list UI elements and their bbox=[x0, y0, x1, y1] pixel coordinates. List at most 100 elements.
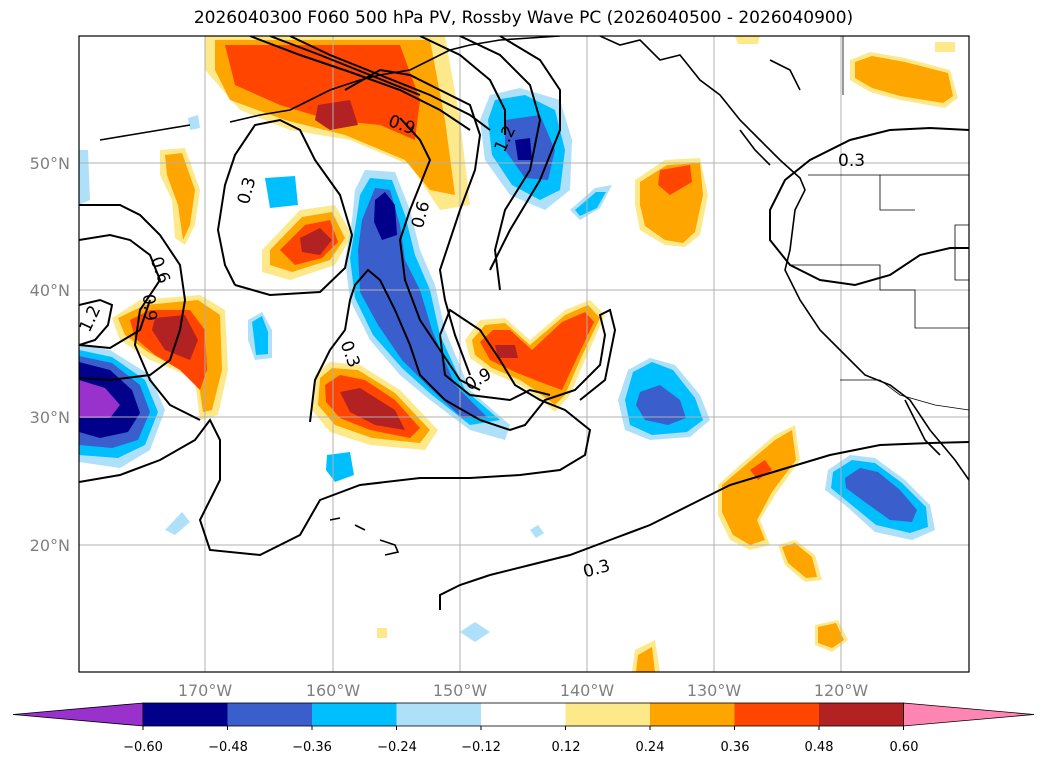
pv-contour-line bbox=[79, 204, 187, 382]
coastline bbox=[329, 517, 341, 521]
colorbar-segment bbox=[396, 703, 482, 726]
pv-negative-region bbox=[252, 316, 268, 355]
pv-positive-region bbox=[152, 315, 198, 360]
pv-positive-region bbox=[735, 36, 760, 44]
pv-contour-line bbox=[489, 36, 561, 271]
pv-positive-region bbox=[658, 165, 692, 195]
lat-label: 30°N bbox=[30, 408, 70, 427]
pv-positive-region bbox=[377, 628, 387, 638]
pv-positive-region bbox=[818, 623, 844, 648]
pv-contour-line bbox=[289, 36, 491, 131]
coastline bbox=[99, 124, 191, 141]
colorbar-extend-low bbox=[12, 702, 144, 727]
colorbar-extend-high bbox=[903, 702, 1035, 727]
pv-positive-region bbox=[782, 543, 817, 578]
pv-contour-line bbox=[309, 268, 617, 432]
pv-negative-region bbox=[165, 512, 190, 535]
border bbox=[954, 224, 969, 281]
pv-positive-region bbox=[855, 56, 953, 103]
colorbar-tick-label: 0.24 bbox=[636, 740, 665, 755]
pv-positive-region bbox=[225, 45, 420, 140]
pv-negative-region bbox=[79, 150, 90, 205]
pv-negative-region bbox=[188, 115, 200, 130]
colorbar-segment bbox=[227, 703, 313, 726]
colorbar-tick-labels: −0.60 −0.48 −0.36 −0.24 −0.12 0.12 0.24 … bbox=[123, 740, 918, 755]
lat-tick-labels: 50°N 40°N 30°N 20°N bbox=[30, 154, 70, 555]
colorbar-tick-label: −0.48 bbox=[208, 740, 248, 755]
pv-positive-region bbox=[935, 42, 955, 52]
pv-negative-region bbox=[358, 188, 488, 418]
pv-positive-region bbox=[722, 430, 796, 545]
map-title: 2026040300 F060 500 hPa PV, Rossby Wave … bbox=[193, 8, 854, 28]
graticule bbox=[79, 36, 969, 672]
coastline bbox=[739, 129, 771, 166]
contour-label: 1.2 bbox=[76, 302, 106, 335]
pv-contour-line bbox=[344, 68, 482, 376]
pv-negative-region bbox=[575, 192, 606, 216]
border bbox=[840, 379, 969, 411]
pv-contour-line bbox=[249, 36, 471, 131]
pv-negative-region bbox=[326, 452, 354, 482]
coastline bbox=[379, 539, 400, 556]
contour-label: 0.3 bbox=[581, 556, 612, 582]
borders bbox=[790, 36, 969, 411]
pv-contour-line bbox=[79, 233, 201, 421]
pv-contour-line bbox=[398, 117, 481, 391]
colorbar-segment bbox=[565, 703, 651, 726]
pv-contour-line bbox=[79, 299, 151, 350]
contour-label: 0.9 bbox=[138, 293, 160, 322]
pv-positive-region bbox=[315, 100, 358, 130]
map-frame bbox=[78, 35, 970, 673]
pv-positive-region bbox=[495, 345, 518, 358]
pv-negative-region bbox=[845, 468, 917, 522]
pv-contours bbox=[79, 36, 969, 610]
contour-label: 0.3 bbox=[234, 175, 260, 206]
pv-positive-region bbox=[300, 228, 332, 255]
colorbar-segment bbox=[650, 703, 735, 726]
pv-contour-line bbox=[79, 298, 114, 346]
lon-label: 160°W bbox=[306, 681, 361, 700]
colorbar-segment bbox=[481, 703, 566, 726]
pv-positive-region bbox=[165, 153, 195, 240]
pv-negative-region bbox=[636, 385, 686, 425]
contour-label: 0.3 bbox=[838, 151, 865, 171]
pv-positive-region bbox=[636, 647, 655, 672]
pv-negative-region bbox=[515, 138, 532, 160]
lat-label: 40°N bbox=[30, 281, 70, 300]
pv-contour-line bbox=[419, 36, 506, 135]
pv-contour-line bbox=[439, 441, 969, 610]
lon-label: 170°W bbox=[178, 681, 233, 700]
lon-label: 120°W bbox=[814, 681, 869, 700]
pv-positive-region bbox=[340, 388, 405, 430]
border bbox=[790, 264, 969, 329]
lat-label: 20°N bbox=[30, 536, 70, 555]
pv-positive-region bbox=[480, 312, 594, 390]
lon-tick-labels: 170°W 160°W 150°W 140°W 130°W 120°W bbox=[178, 681, 869, 700]
coastline bbox=[354, 524, 366, 531]
colorbar-segment bbox=[734, 703, 820, 726]
pv-negative-region bbox=[374, 192, 397, 240]
colorbar-tick-label: 0.12 bbox=[552, 740, 581, 755]
pv-negative-region bbox=[530, 525, 544, 538]
colorbar-tick-label: 0.36 bbox=[721, 740, 750, 755]
colorbar-segment bbox=[312, 703, 397, 726]
pv-positive-region bbox=[750, 460, 772, 480]
colorbar-tick-label: −0.12 bbox=[461, 740, 501, 755]
colorbar-tick-label: −0.24 bbox=[377, 740, 417, 755]
pv-contour-line bbox=[269, 36, 421, 96]
colorbar-segment bbox=[143, 703, 228, 726]
lon-label: 130°W bbox=[687, 681, 742, 700]
lon-label: 150°W bbox=[433, 681, 488, 700]
colorbar-tick-label: −0.60 bbox=[123, 740, 163, 755]
pv-negative-region bbox=[79, 380, 120, 418]
coastline bbox=[599, 36, 969, 481]
lon-label: 140°W bbox=[560, 681, 615, 700]
contour-label: 0.6 bbox=[146, 254, 174, 286]
pv-negative-region bbox=[265, 176, 298, 208]
colorbar-tick-label: 0.48 bbox=[805, 740, 834, 755]
pv-negative-region bbox=[460, 622, 490, 642]
pv-contour-line bbox=[459, 36, 542, 291]
lat-label: 50°N bbox=[30, 154, 70, 173]
pv-contour-line bbox=[769, 126, 969, 287]
